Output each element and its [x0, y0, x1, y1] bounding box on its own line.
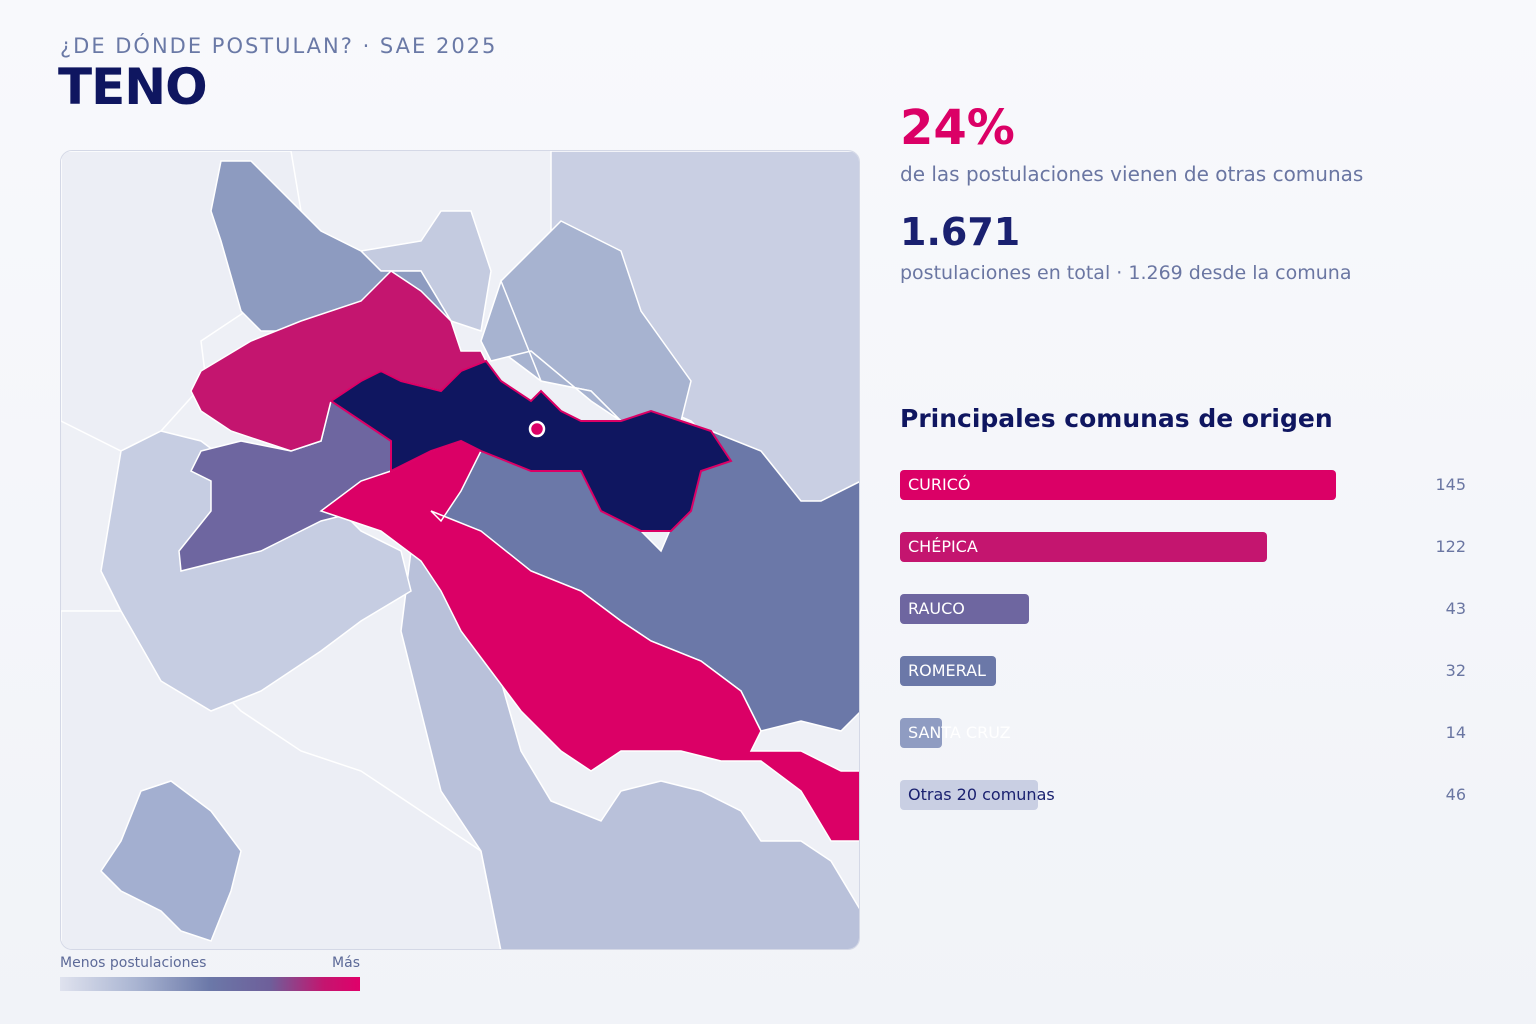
map-svg — [61, 151, 859, 949]
legend-low-label: Menos postulaciones — [60, 955, 207, 971]
origin-value: 122 — [1435, 537, 1466, 556]
origin-row: ROMERAL 32 — [900, 656, 1470, 686]
choropleth-map[interactable] — [60, 150, 860, 950]
origin-value: 14 — [1445, 723, 1466, 742]
origin-row: SANTA CRUZ 14 — [900, 718, 1470, 748]
origin-bar — [900, 594, 1029, 624]
origin-label: CHÉPICA — [908, 537, 978, 556]
total-applications-label: postulaciones en total · 1.269 desde la … — [900, 262, 1352, 284]
origin-value: 32 — [1445, 661, 1466, 680]
origin-row: RAUCO 43 — [900, 594, 1470, 624]
external-share-label: de las postulaciones vienen de otras com… — [900, 162, 1364, 186]
origin-value: 46 — [1445, 785, 1466, 804]
origin-row: Otras 20 comunas 46 — [900, 780, 1470, 810]
origin-row: CHÉPICA 122 — [900, 532, 1470, 562]
region-southwest — [100, 780, 242, 942]
page-title: TENO — [58, 58, 208, 116]
origin-label: SANTA CRUZ — [908, 723, 1011, 742]
origin-value: 145 — [1435, 475, 1466, 494]
origin-label: Otras 20 comunas — [908, 785, 1055, 804]
origin-bar — [900, 780, 1038, 810]
origin-label: CURICÓ — [908, 475, 971, 494]
external-share-value: 24% — [900, 100, 1015, 156]
page-kicker: ¿DE DÓNDE POSTULAN? · SAE 2025 — [60, 34, 498, 58]
region-south-central — [400, 549, 859, 949]
region-north-mid-2 — [480, 278, 622, 422]
total-applications-value: 1.671 — [900, 210, 1021, 254]
home-marker — [528, 420, 546, 438]
origins-title: Principales comunas de origen — [900, 404, 1333, 433]
origin-label: RAUCO — [908, 599, 965, 618]
origin-value: 43 — [1445, 599, 1466, 618]
map-legend: Menos postulaciones Más — [60, 955, 360, 991]
legend-color-ramp — [60, 977, 360, 991]
origin-row: CURICÓ 145 — [900, 470, 1470, 500]
origins-bar-list: CURICÓ 145 CHÉPICA 122 RAUCO 43 ROMERAL 32 SANTA… — [900, 470, 1470, 842]
legend-high-label: Más — [332, 955, 360, 971]
origin-bar — [900, 532, 1267, 562]
region-curico — [319, 440, 859, 842]
origin-label: ROMERAL — [908, 661, 986, 680]
region-teno — [329, 359, 733, 532]
origin-bar — [900, 470, 1336, 500]
origin-bar — [900, 656, 996, 686]
origin-bar — [900, 718, 942, 748]
